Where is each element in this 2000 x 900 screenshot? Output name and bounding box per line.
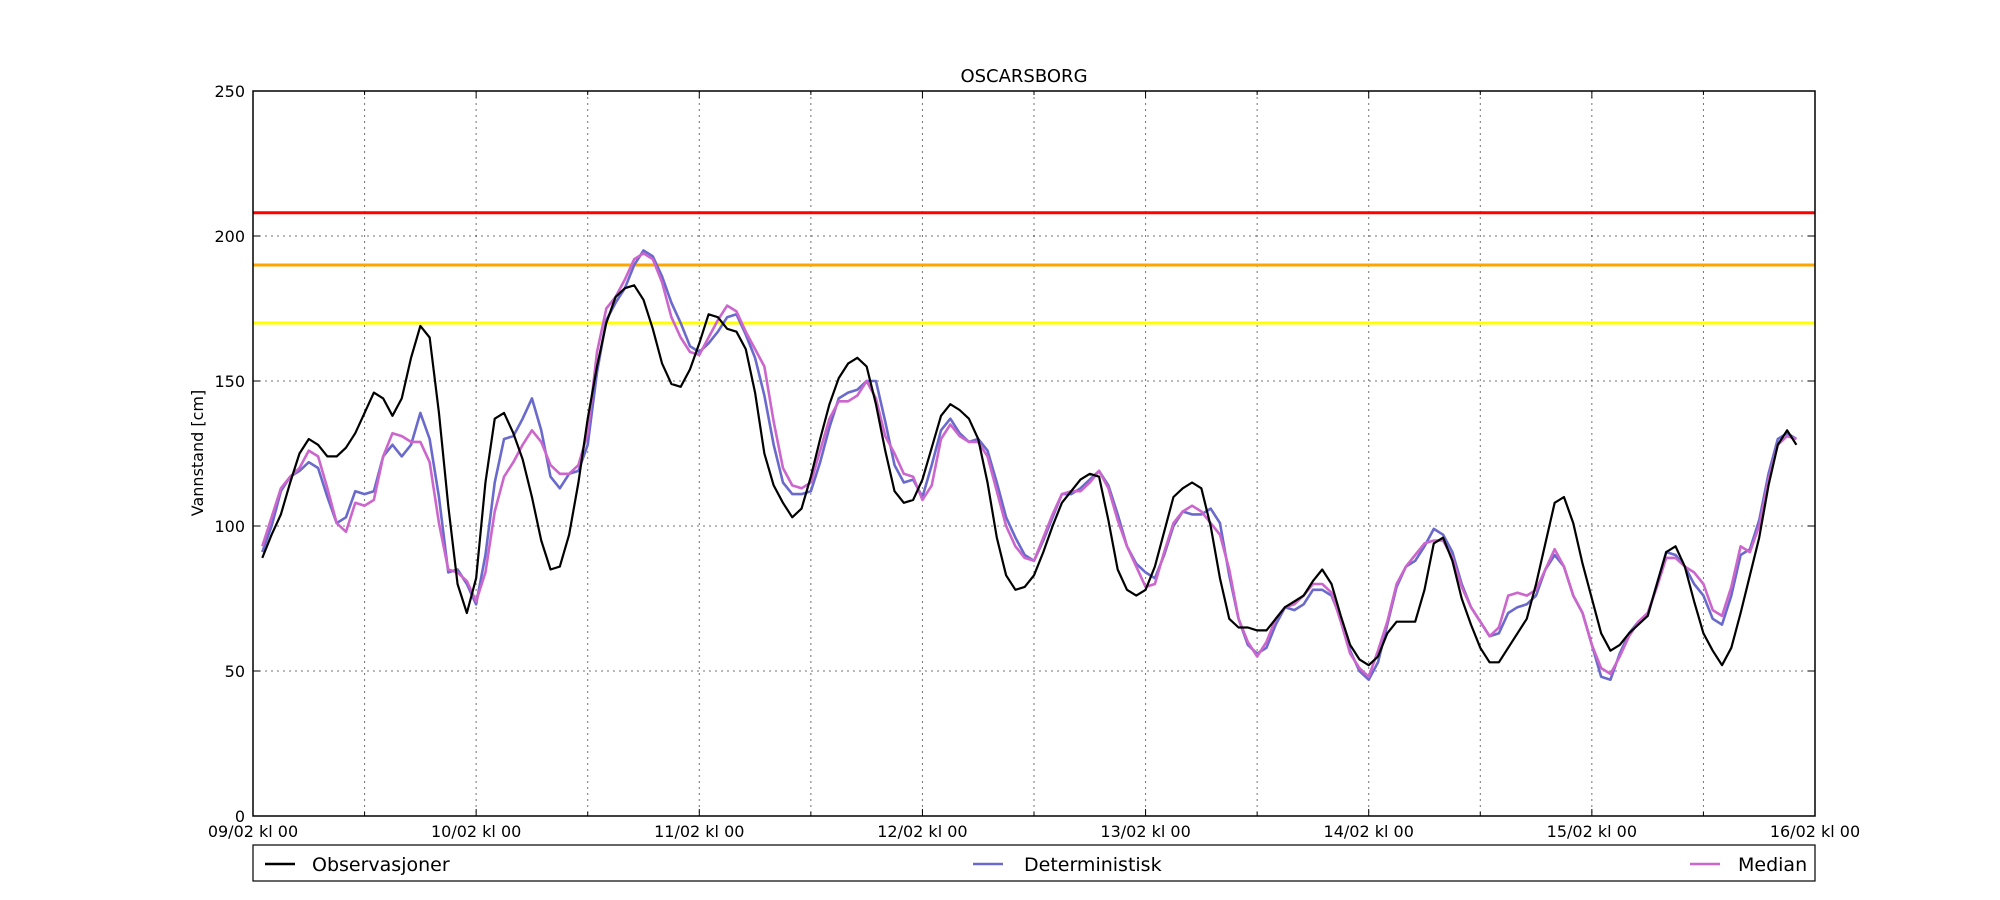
series-line-1 — [261, 284, 1798, 667]
x-tick-label: 14/02 kl 00 — [1324, 822, 1414, 841]
legend-label: Deterministisk — [1024, 854, 1162, 876]
legend-label: Median — [1738, 854, 1807, 876]
x-tick-label: 15/02 kl 00 — [1547, 822, 1637, 841]
threshold-layer — [253, 211, 1815, 325]
series-line-3 — [261, 252, 1797, 679]
y-tick-label: 50 — [225, 662, 245, 681]
y-tick-label: 0 — [235, 807, 245, 826]
y-tick-label: 200 — [214, 227, 245, 246]
legend-frame — [252, 844, 1816, 882]
x-tick-label: 10/02 kl 00 — [431, 822, 521, 841]
y-tick-label: 100 — [214, 517, 245, 536]
y-tick-label: 250 — [214, 82, 245, 101]
x-tick-label: 13/02 kl 00 — [1100, 822, 1190, 841]
x-tick-label: 12/02 kl 00 — [877, 822, 967, 841]
legend: Observasjoner Deterministisk Median — [252, 844, 1816, 882]
y-tick-label: 150 — [214, 372, 245, 391]
series-layer — [261, 249, 1798, 681]
x-tick-label: 16/02 kl 00 — [1770, 822, 1860, 841]
x-tick-label: 09/02 kl 00 — [208, 822, 298, 841]
y-axis-label: Vannstand [cm] — [188, 390, 207, 516]
chart-title: OSCARSBORG — [960, 66, 1087, 87]
legend-label: Observasjoner — [312, 854, 450, 876]
tick-layer: 0 50 100 150 200 250 09/02 kl 00 10/02 kl 00 11/… — [208, 82, 1860, 841]
x-tick-label: 11/02 kl 00 — [654, 822, 744, 841]
